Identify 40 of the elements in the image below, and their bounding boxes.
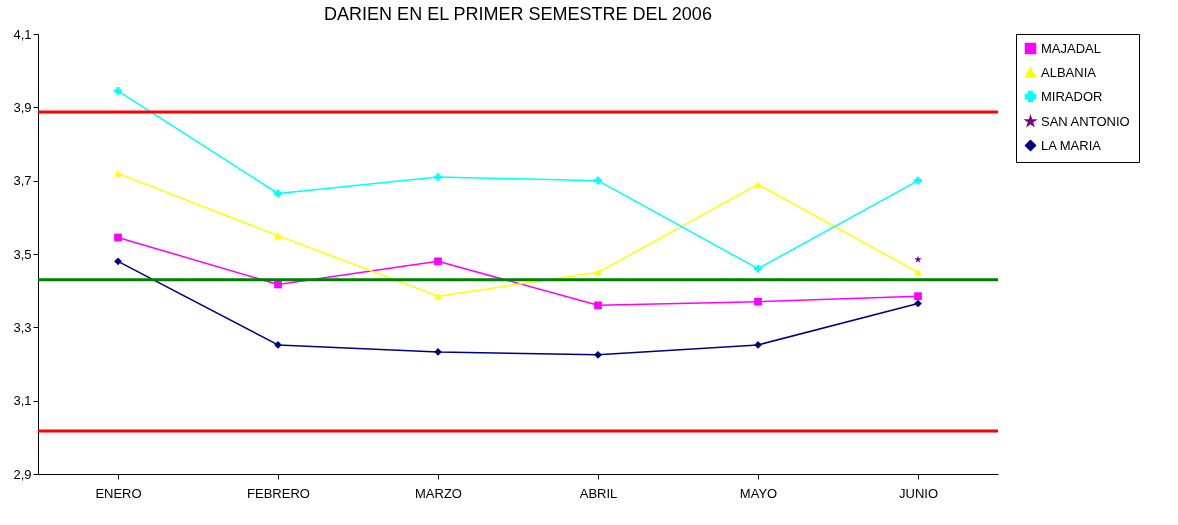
y-tick-label: 3,3: [13, 319, 32, 335]
x-tick-label: ENERO: [95, 485, 142, 501]
point: [594, 350, 602, 359]
point: [274, 232, 282, 240]
point: [114, 86, 122, 95]
point: [434, 292, 442, 300]
point: [914, 268, 922, 276]
point: [114, 169, 122, 177]
legend-label: MIRADOR: [1041, 88, 1103, 104]
point: [114, 233, 122, 242]
point: [594, 176, 602, 185]
point: [594, 268, 602, 276]
y-tick-label: 3,7: [13, 173, 32, 189]
x-tick-label: ABRIL: [579, 485, 618, 501]
point: [434, 173, 442, 181]
legend-label: MAJADAL: [1041, 40, 1101, 56]
y-tick-label: 2,9: [13, 466, 32, 482]
point: [274, 280, 282, 289]
point: [914, 292, 922, 301]
point: [594, 301, 602, 310]
point: [754, 297, 762, 306]
y-tick-label: 3,5: [13, 246, 32, 262]
x-tick-label: MAYO: [739, 485, 778, 501]
chart-title: DARIEN EN EL PRIMER SEMESTRE DEL 2006: [324, 4, 712, 24]
legend-label: SAN ANTONIO: [1041, 113, 1130, 129]
point: [274, 189, 282, 198]
y-tick-label: 3,9: [13, 99, 32, 115]
point: [114, 257, 122, 266]
legend-label: LA MARIA: [1041, 137, 1102, 153]
point: [754, 180, 762, 188]
point: [914, 176, 922, 185]
point: [914, 299, 922, 308]
x-tick-label: MARZO: [415, 485, 462, 501]
y-tick-label: 3,1: [13, 393, 32, 409]
x-tick-label: FEBRERO: [247, 485, 310, 501]
point: [434, 257, 442, 266]
x-tick-label: JUNIO: [899, 485, 938, 501]
legend-label: ALBANIA: [1041, 64, 1097, 80]
point: [754, 264, 762, 273]
y-tick-label: 4,1: [13, 26, 32, 42]
